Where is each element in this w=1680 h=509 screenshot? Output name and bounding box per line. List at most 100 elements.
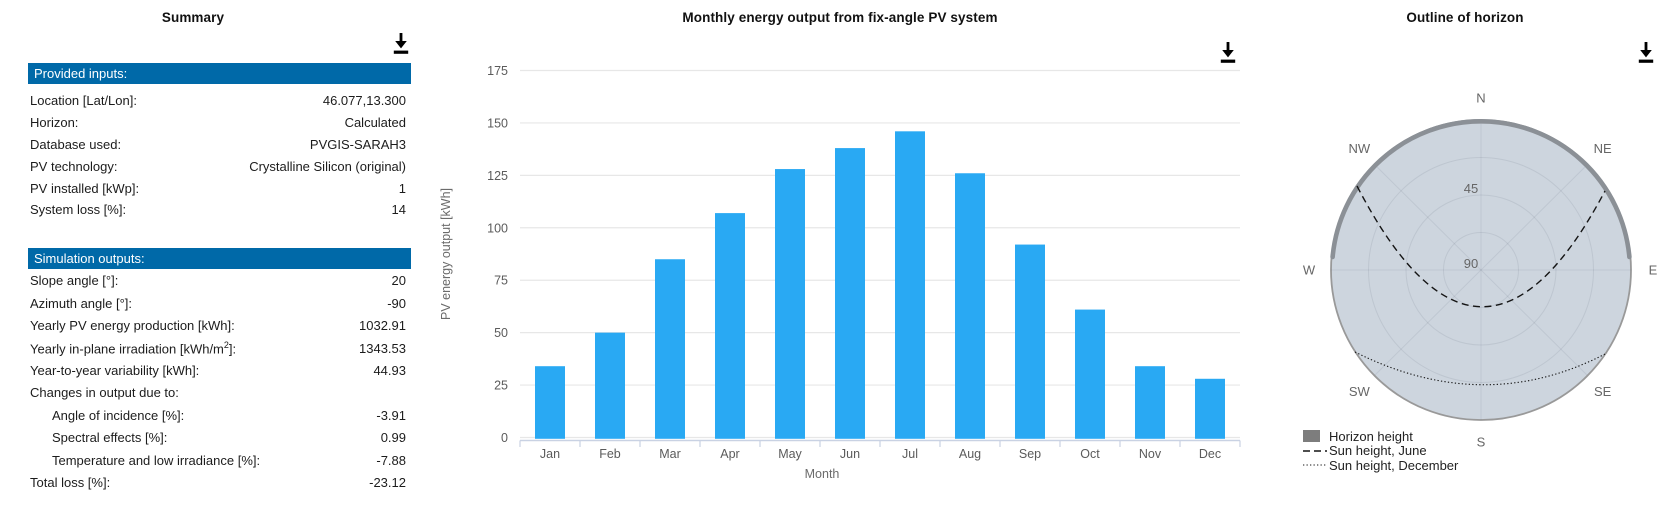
month-label: Sep bbox=[1019, 447, 1041, 461]
compass-label-N: N bbox=[1476, 91, 1485, 106]
summary-row: Location [Lat/Lon]: 46.077,13.300 bbox=[28, 90, 411, 112]
bar-chart-y-axis-title: PV energy output [kWh] bbox=[439, 188, 453, 320]
bar-chart-x-axis-title: Month bbox=[805, 467, 840, 481]
horizon-polar-chart: N NE E SE S SW W NW 45 90 bbox=[1303, 91, 1658, 450]
summary-row-label: Angle of incidence [%]: bbox=[52, 407, 185, 423]
summary-row: Angle of incidence [%]: -3.91 bbox=[28, 404, 411, 426]
month-label: May bbox=[778, 447, 802, 461]
compass-label-E: E bbox=[1649, 263, 1658, 278]
bar-Apr bbox=[715, 213, 745, 439]
horizon-download-button[interactable] bbox=[1636, 40, 1656, 66]
summary-row-value: -7.88 bbox=[376, 452, 406, 468]
legend-marker-dotted bbox=[1303, 460, 1329, 470]
polar-axis-labels: N NE E SE S SW W NW 45 90 bbox=[1303, 91, 1658, 450]
sun-height-june-curve bbox=[1356, 185, 1606, 308]
polar-grid-rings bbox=[1368, 157, 1594, 383]
y-tick-label: 100 bbox=[487, 221, 508, 235]
month-label: Dec bbox=[1199, 447, 1221, 461]
summary-row-label: Azimuth angle [°]: bbox=[30, 295, 133, 311]
month-label: Oct bbox=[1080, 447, 1100, 461]
summary-row: Spectral effects [%]: 0.99 bbox=[28, 427, 411, 449]
summary-row-label: PV installed [kWp]: bbox=[30, 180, 140, 196]
y-tick-label: 150 bbox=[487, 116, 508, 130]
summary-row-label: Location [Lat/Lon]: bbox=[30, 93, 137, 109]
bar-Jul bbox=[895, 131, 925, 439]
summary-row-value: 20 bbox=[391, 273, 406, 289]
simulation-outputs-section: Simulation outputs: Slope angle [°]: 20 Az… bbox=[28, 247, 411, 494]
summary-row: PV technology: Crystalline Silicon (origi… bbox=[28, 155, 411, 177]
summary-row: System loss [%]: 14 bbox=[28, 199, 411, 221]
summary-row-label: Yearly PV energy production [kWh]: bbox=[30, 318, 235, 334]
bar-Dec bbox=[1195, 378, 1225, 439]
month-label: Jan bbox=[540, 447, 560, 461]
summary-row-label: Year-to-year variability [kWh]: bbox=[30, 363, 200, 379]
summary-row: Total loss [%]: -23.12 bbox=[28, 471, 411, 493]
bar-Jun bbox=[835, 148, 865, 439]
summary-row-label: Horizon: bbox=[30, 115, 79, 131]
legend-marker-dashed bbox=[1303, 446, 1329, 456]
summary-row-label: System loss [%]: bbox=[30, 202, 127, 218]
y-tick-label: 125 bbox=[487, 169, 508, 183]
summary-row: Changes in output due to: bbox=[28, 382, 411, 404]
summary-row-value: 1343.53 bbox=[359, 340, 406, 356]
legend-label: Horizon height bbox=[1329, 428, 1413, 444]
summary-row-label: Spectral effects [%]: bbox=[52, 430, 168, 446]
summary-row: PV installed [kWp]: 1 bbox=[28, 177, 411, 199]
horizon-height-outline bbox=[1330, 119, 1632, 260]
summary-download-button[interactable] bbox=[391, 31, 411, 57]
summary-row-label: PV technology: bbox=[30, 158, 118, 174]
y-tick-label: 75 bbox=[494, 274, 508, 288]
month-label: Mar bbox=[659, 447, 681, 461]
download-icon bbox=[1636, 42, 1656, 69]
summary-row-label: Slope angle [°]: bbox=[30, 273, 119, 289]
bar-chart-month-labels: Jan Feb Mar Apr May Jun Jul Aug Sep Oct Nov Dec bbox=[540, 447, 1221, 461]
summary-row-value: 0.99 bbox=[380, 430, 406, 446]
summary-row-value: 14 bbox=[391, 202, 406, 218]
radial-tick-label-90: 90 bbox=[1464, 256, 1478, 271]
download-icon bbox=[391, 33, 411, 60]
summary-row-label: Yearly in-plane irradiation [kWh/m2]: bbox=[30, 339, 237, 357]
bar-Sep bbox=[1015, 244, 1045, 439]
summary-row-label: Total loss [%]: bbox=[30, 474, 111, 490]
month-label: Aug bbox=[959, 447, 981, 461]
summary-row: Database used: PVGIS-SARAH3 bbox=[28, 134, 411, 156]
summary-row-value: 1032.91 bbox=[359, 318, 406, 334]
legend-item: Horizon height bbox=[1303, 429, 1458, 444]
summary-row-value: Calculated bbox=[344, 115, 406, 131]
summary-row: Year-to-year variability [kWh]: 44.93 bbox=[28, 359, 411, 381]
compass-label-SE: SE bbox=[1594, 384, 1612, 399]
compass-label-SW: SW bbox=[1349, 384, 1371, 399]
summary-row-label: Temperature and low irradiance [%]: bbox=[52, 452, 261, 468]
summary-row-value: 1 bbox=[398, 180, 406, 196]
y-tick-label: 50 bbox=[494, 326, 508, 340]
summary-table: Provided inputs: Location [Lat/Lon]: 46.0… bbox=[28, 63, 411, 494]
summary-row: Azimuth angle [°]: -90 bbox=[28, 292, 411, 314]
summary-row: Temperature and low irradiance [%]: -7.88 bbox=[28, 449, 411, 471]
month-label: Apr bbox=[720, 447, 739, 461]
summary-row: Horizon: Calculated bbox=[28, 112, 411, 134]
compass-label-W: W bbox=[1303, 263, 1316, 278]
summary-row-value: -90 bbox=[387, 295, 406, 311]
download-icon bbox=[1218, 42, 1238, 69]
bar-Nov bbox=[1135, 366, 1165, 439]
monthly-energy-bar-chart: 0 25 50 75 100 125 150 175 Jan Feb Mar Apr May Jun Ju… bbox=[439, 64, 1241, 481]
y-tick-label: 25 bbox=[494, 379, 508, 393]
summary-row-value: Crystalline Silicon (original) bbox=[249, 158, 406, 174]
month-label: Jul bbox=[902, 447, 918, 461]
legend-label: Sun height, June bbox=[1329, 443, 1427, 459]
compass-label-NE: NE bbox=[1594, 141, 1612, 156]
bar-Jan bbox=[535, 366, 565, 439]
summary-row: Yearly in-plane irradiation [kWh/m2]: 134… bbox=[28, 337, 411, 359]
compass-label-NW: NW bbox=[1349, 141, 1371, 156]
legend-item: Sun height, December bbox=[1303, 458, 1458, 473]
sun-height-december-curve bbox=[1354, 351, 1608, 386]
legend-item: Sun height, June bbox=[1303, 443, 1458, 459]
bar-chart-download-button[interactable] bbox=[1218, 40, 1238, 66]
compass-label-S: S bbox=[1477, 435, 1486, 450]
bar-chart-ytick-labels: 0 25 50 75 100 125 150 175 bbox=[487, 64, 508, 445]
summary-row-value: PVGIS-SARAH3 bbox=[309, 136, 406, 152]
summary-title: Summary bbox=[161, 10, 225, 25]
provided-inputs-rows: Location [Lat/Lon]: 46.077,13.300 Horizon:… bbox=[28, 84, 411, 221]
provided-inputs-header: Provided inputs: bbox=[28, 63, 411, 84]
summary-row-value: -23.12 bbox=[369, 474, 406, 490]
